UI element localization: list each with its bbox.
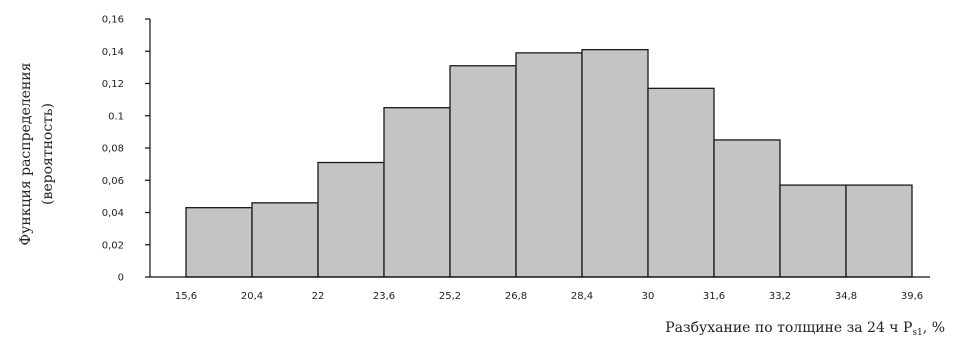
y-tick-label: 0,14: [102, 47, 124, 58]
bar: [449, 65, 517, 278]
x-tick-label: 22: [312, 291, 325, 302]
y-tick-label: 0,16: [102, 15, 124, 26]
y-axis-title-line2: (вероятность): [40, 103, 56, 205]
x-tick-label: 33,2: [769, 291, 791, 302]
y-tick-label: 0: [118, 273, 124, 284]
bar: [845, 184, 913, 278]
y-ticks-group: 0 0,02 0,04 0,06 0,08 0.1 0,12 0,14 0,16: [102, 15, 150, 284]
x-axis-title-subscript: s1: [912, 328, 922, 338]
bar: [383, 107, 451, 278]
bar: [581, 48, 649, 278]
x-tick-label: 26,8: [505, 291, 527, 302]
bars-group: [185, 48, 913, 278]
bar: [515, 52, 583, 278]
x-tick-label: 20,4: [241, 291, 263, 302]
bar: [317, 161, 385, 278]
y-tick-label: 0,04: [102, 208, 124, 219]
y-tick-label: 0,12: [102, 79, 124, 90]
bar: [779, 184, 847, 278]
x-tick-label: 30: [642, 291, 655, 302]
bar: [251, 202, 319, 278]
x-tick-label: 15,6: [175, 291, 197, 302]
bar: [647, 87, 715, 278]
x-tick-label: 23,6: [373, 291, 395, 302]
x-tick-label: 34,8: [835, 291, 857, 302]
bar: [713, 139, 781, 278]
x-tick-label: 28,4: [571, 291, 593, 302]
bar: [185, 207, 253, 278]
x-tick-label: 25,2: [439, 291, 461, 302]
y-tick-label: 0,02: [102, 240, 124, 251]
y-tick-label: 0,08: [102, 144, 124, 155]
x-axis-title: Разбухание по толщине за 24 ч Ps1, %: [665, 320, 945, 338]
y-axis-title-line1: Функция распределения: [18, 62, 34, 245]
x-tick-label: 39,6: [901, 291, 923, 302]
x-axis-title-unit: , %: [923, 320, 945, 336]
x-tick-label: 31,6: [703, 291, 725, 302]
y-tick-label: 0.1: [108, 111, 124, 122]
y-tick-label: 0,06: [102, 176, 124, 187]
x-axis-title-main: Разбухание по толщине за 24 ч P: [665, 320, 912, 336]
x-ticks-group: 15,6 20,4 22 23,6 25,2 26,8 28,4 30 31,6 33,2 34,8…: [175, 291, 923, 302]
